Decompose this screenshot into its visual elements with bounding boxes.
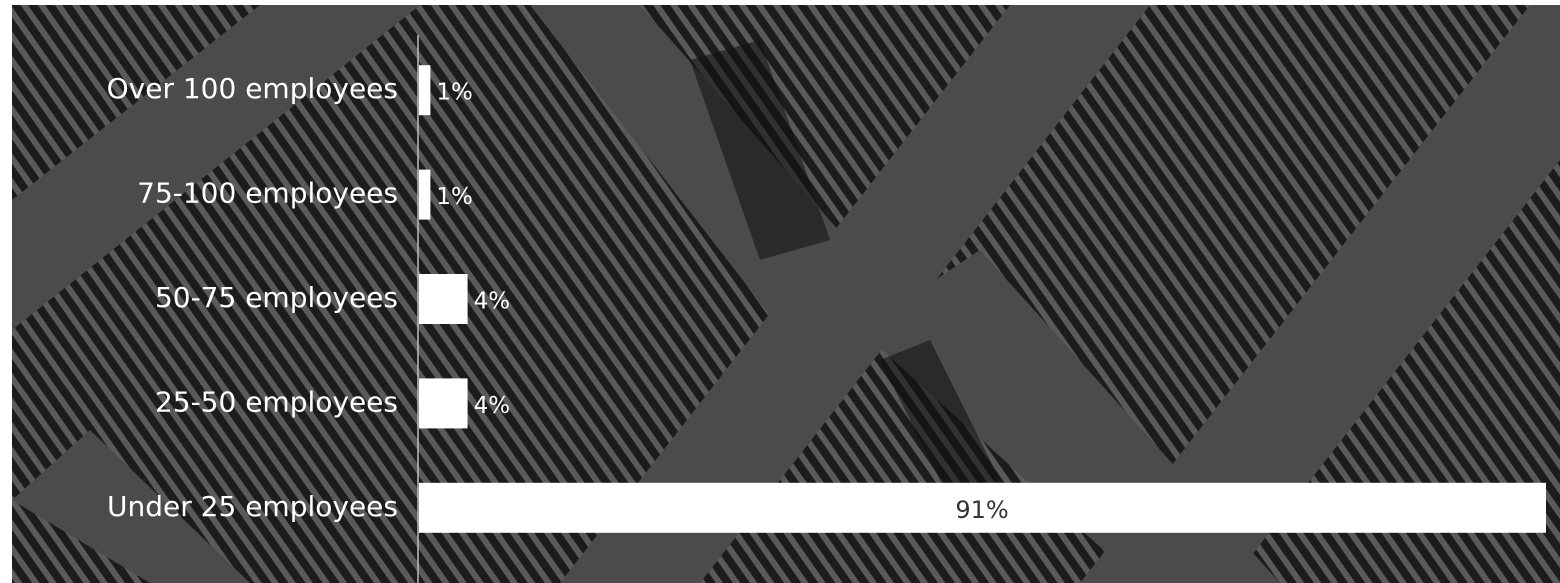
value-label: 4% (474, 393, 511, 419)
value-label: 91% (955, 496, 1008, 524)
category-label: Over 100 employees (107, 72, 398, 105)
category-label: 50-75 employees (155, 281, 398, 314)
value-label: 1% (436, 80, 473, 106)
value-label: 4% (474, 289, 511, 315)
bar (419, 169, 431, 220)
plot: Over 100 employees 1% 75-100 employees 1% 50… (107, 65, 1546, 533)
bar (419, 482, 1546, 533)
bar (419, 378, 468, 429)
value-label: 1% (436, 184, 473, 210)
category-label: 75-100 employees (137, 177, 398, 210)
bar (419, 65, 431, 116)
bar (419, 274, 468, 324)
category-label: Under 25 employees (107, 490, 398, 523)
category-label: 25-50 employees (155, 385, 398, 418)
